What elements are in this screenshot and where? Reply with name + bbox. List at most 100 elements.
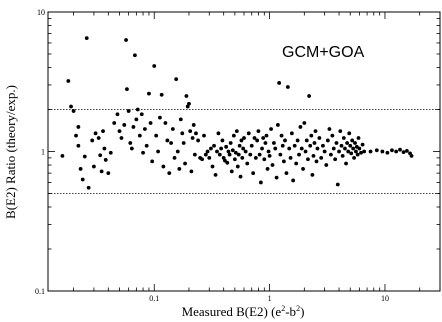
- data-point: [351, 146, 356, 151]
- data-point: [304, 138, 309, 143]
- data-point: [241, 146, 246, 151]
- data-point: [226, 149, 231, 154]
- data-point: [66, 79, 71, 83]
- data-point: [309, 133, 314, 138]
- data-point: [200, 157, 205, 162]
- data-point: [390, 148, 394, 153]
- data-point: [405, 148, 409, 153]
- data-point: [196, 138, 200, 143]
- data-point: [341, 136, 346, 140]
- data-point: [82, 154, 87, 159]
- data-point: [192, 152, 197, 157]
- data-point: [385, 150, 390, 155]
- data-point: [310, 172, 315, 177]
- data-point: [238, 174, 243, 179]
- data-point: [215, 149, 219, 154]
- data-point: [319, 155, 324, 160]
- data-point: [322, 149, 327, 154]
- y-tick-label: 1: [41, 148, 45, 157]
- data-point: [106, 171, 111, 176]
- data-point: [237, 143, 242, 148]
- data-point: [152, 64, 157, 68]
- data-point: [330, 133, 335, 138]
- data-point: [159, 92, 164, 97]
- data-point: [263, 141, 268, 145]
- data-point: [272, 141, 276, 145]
- data-point: [183, 161, 187, 166]
- data-point: [210, 164, 215, 169]
- data-point: [264, 133, 269, 138]
- data-point: [92, 164, 96, 169]
- data-point: [380, 149, 385, 154]
- data-point: [262, 157, 267, 162]
- data-point: [277, 81, 282, 85]
- data-point: [194, 131, 198, 136]
- data-point: [234, 129, 239, 134]
- data-point: [346, 149, 351, 154]
- data-point: [174, 77, 179, 82]
- data-point: [275, 123, 280, 127]
- data-point: [327, 127, 332, 131]
- data-point: [257, 152, 262, 157]
- data-point: [76, 143, 81, 148]
- data-point: [90, 138, 95, 143]
- data-point: [329, 152, 333, 157]
- data-point: [158, 115, 162, 120]
- data-point: [265, 167, 270, 171]
- data-point: [267, 153, 272, 158]
- data-point: [156, 149, 160, 154]
- data-point: [260, 146, 264, 151]
- data-point: [298, 125, 303, 129]
- data-point: [133, 53, 137, 58]
- data-point: [216, 131, 221, 136]
- data-point: [248, 152, 253, 157]
- data-point: [253, 155, 258, 160]
- data-point: [84, 36, 89, 40]
- data-point: [187, 101, 191, 106]
- data-point: [228, 141, 233, 145]
- data-point: [124, 38, 128, 42]
- data-point: [374, 148, 379, 153]
- data-point: [225, 160, 230, 165]
- data-point: [240, 155, 245, 160]
- data-point: [181, 141, 186, 145]
- data-point: [103, 158, 108, 162]
- data-point: [285, 85, 290, 89]
- axis-ticks: [48, 11, 441, 292]
- data-point: [93, 131, 98, 136]
- data-point: [131, 125, 136, 129]
- data-point: [261, 136, 266, 140]
- data-point: [135, 107, 140, 112]
- x-tick-label: 1: [268, 294, 272, 303]
- data-point: [148, 121, 153, 125]
- plot-area: [47, 11, 441, 292]
- data-point: [353, 141, 357, 145]
- data-point: [243, 149, 248, 154]
- data-point: [284, 171, 289, 176]
- data-point: [207, 155, 212, 160]
- data-point: [175, 149, 180, 154]
- data-point: [60, 153, 65, 158]
- data-point: [280, 143, 285, 148]
- data-point: [112, 121, 117, 125]
- data-point: [180, 131, 185, 136]
- data-point: [345, 141, 350, 145]
- data-point: [220, 138, 225, 143]
- data-point: [255, 138, 260, 143]
- x-tick-label: 0.1: [149, 294, 159, 303]
- data-point: [108, 150, 113, 155]
- x-tick-label: 10: [381, 294, 389, 303]
- data-point: [398, 147, 402, 152]
- data-point: [134, 117, 139, 122]
- data-point: [359, 150, 363, 155]
- data-point: [76, 125, 81, 129]
- data-point: [115, 112, 120, 117]
- data-point: [125, 87, 129, 92]
- data-point: [279, 133, 284, 138]
- data-point: [129, 146, 134, 151]
- data-point: [347, 131, 352, 136]
- data-point: [297, 152, 301, 157]
- data-point: [315, 146, 320, 151]
- data-point: [258, 180, 263, 185]
- y-tick-label: 10: [37, 8, 45, 17]
